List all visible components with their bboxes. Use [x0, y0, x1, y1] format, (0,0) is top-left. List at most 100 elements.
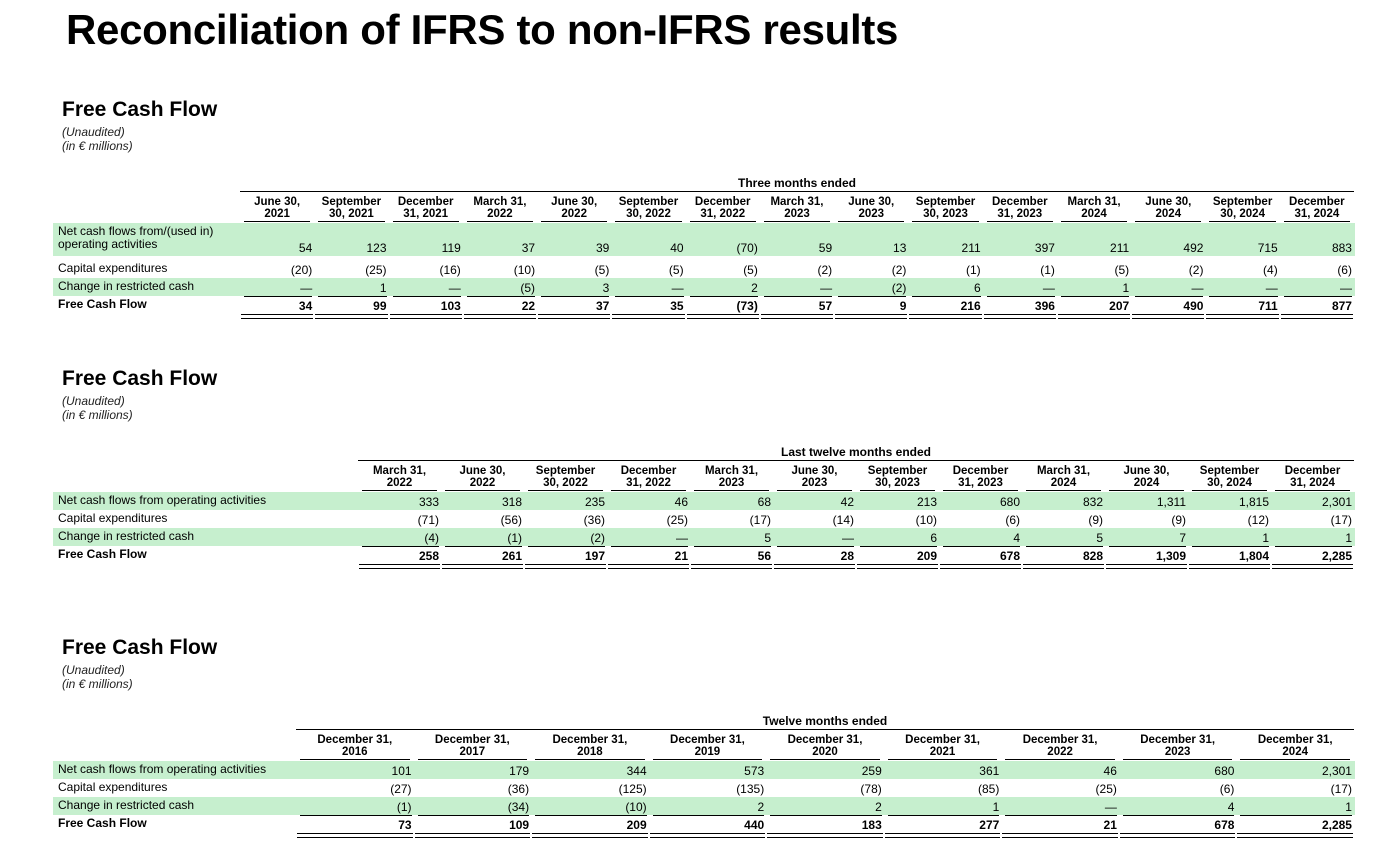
double-underline — [857, 564, 938, 569]
value-cell: 54 — [298, 241, 313, 255]
value-cell: 211 — [1110, 241, 1130, 255]
double-underline — [442, 564, 523, 569]
subtotal-rule — [763, 296, 833, 297]
subtotal-rule — [943, 546, 1020, 547]
value-cell: 2 — [875, 800, 882, 814]
value-cell: 1 — [992, 800, 1000, 814]
column-header: March 31, 2024 — [1026, 465, 1101, 491]
subtotal-rule — [611, 546, 688, 547]
column-header: June 30, 2022 — [445, 465, 520, 491]
subtotal-rule — [541, 296, 610, 297]
column-header: December 31, 2020 — [770, 734, 880, 760]
column-header: June 30, 2022 — [541, 196, 608, 222]
value-cell: 99 — [373, 299, 387, 313]
subtotal-rule — [1122, 815, 1235, 816]
value-cell: 678 — [1214, 818, 1235, 832]
subtotal-rule — [694, 546, 771, 547]
total-row: Free Cash Flow 34 99 103 22 37 35 (73) 57 9 216 396… — [53, 296, 1355, 314]
double-underline — [538, 314, 611, 319]
row-label: Net cash flows from/(used in) operating a… — [58, 224, 214, 251]
value-cell: 6 — [930, 531, 937, 545]
value-cell: 1,815 — [1238, 495, 1269, 509]
value-cell: 56 — [757, 549, 771, 563]
column-header: June 30, 2023 — [838, 196, 905, 222]
double-underline — [525, 564, 606, 569]
value-cell: (10) — [513, 263, 536, 277]
table-row: Change in restricted cash (4) (1) (2) — 5 — 6 4 5… — [53, 528, 1355, 546]
column-header: June 30, 2024 — [1135, 196, 1202, 222]
total-row: Free Cash Flow 73 109 209 440 183 277 21 678 2,28… — [53, 815, 1355, 833]
value-cell: — — [820, 281, 833, 295]
value-cell: (36) — [583, 513, 605, 527]
column-header: September 30, 2023 — [912, 196, 979, 222]
value-cell: (16) — [439, 263, 461, 277]
value-cell: 209 — [916, 549, 937, 563]
subtotal-rule — [362, 546, 439, 547]
subtotal-rule — [445, 546, 522, 547]
column-header: December 31, 2021 — [392, 196, 459, 222]
period-header: Last twelve months ended — [780, 445, 932, 459]
double-underline — [1189, 564, 1270, 569]
double-underline — [649, 833, 766, 838]
value-cell: 333 — [418, 495, 439, 509]
value-cell: 40 — [670, 241, 684, 255]
column-header: September 30, 2022 — [528, 465, 603, 491]
value-cell: 213 — [916, 495, 937, 509]
column-header: March 31, 2023 — [763, 196, 831, 222]
subtotal-rule — [1005, 815, 1117, 816]
double-underline — [835, 314, 908, 319]
subtotal-rule — [1026, 546, 1103, 547]
value-cell: 680 — [1214, 764, 1235, 778]
double-underline — [884, 833, 1001, 838]
subtotal-rule — [777, 546, 854, 547]
value-cell: — — [842, 531, 854, 545]
column-header: March 31, 2023 — [694, 465, 769, 491]
value-cell: 2,301 — [1321, 764, 1352, 778]
value-cell: — — [448, 281, 461, 295]
value-cell: — — [300, 281, 313, 295]
double-underline — [686, 314, 759, 319]
column-header: September 30, 2022 — [615, 196, 682, 222]
value-cell: (5) — [520, 281, 536, 295]
value-cell: (6) — [1219, 782, 1235, 796]
value-cell: 6 — [973, 281, 981, 295]
value-cell: (5) — [743, 263, 758, 277]
double-underline — [774, 564, 855, 569]
value-cell: 207 — [1109, 299, 1130, 313]
value-cell: 1,311 — [1156, 495, 1186, 509]
value-cell: (1) — [965, 263, 981, 277]
table-row: Net cash flows from operating activities… — [53, 761, 1355, 779]
value-cell: 492 — [1183, 241, 1204, 255]
subtotal-rule — [1283, 296, 1352, 297]
table-row: Capital expenditures (27) (36) (125) (135) (7… — [53, 779, 1355, 797]
value-cell: 42 — [840, 495, 854, 509]
value-cell: (71) — [417, 513, 439, 527]
section-title: Free Cash Flow — [62, 98, 218, 121]
double-underline — [241, 314, 314, 319]
units-note: (in € millions) — [62, 408, 133, 422]
double-underline — [1272, 564, 1353, 569]
subtotal-rule — [1135, 296, 1204, 297]
column-header: December 31, 2019 — [652, 734, 763, 760]
double-underline — [1106, 564, 1187, 569]
value-cell: — — [1042, 281, 1055, 295]
value-cell: 34 — [298, 299, 313, 313]
column-header: December 31, 2022 — [611, 465, 686, 491]
value-cell: (73) — [736, 299, 758, 313]
subtotal-rule — [615, 296, 684, 297]
value-cell: (1) — [1040, 263, 1055, 277]
period-rule — [358, 460, 1354, 461]
value-cell: 1 — [1262, 531, 1269, 545]
value-cell: 2 — [751, 281, 758, 295]
table-row: Change in restricted cash — 1 — (5) 3 — 2 — (2) 6 —… — [53, 278, 1355, 296]
subtotal-rule — [318, 296, 387, 297]
value-cell: 46 — [1103, 764, 1117, 778]
subtotal-rule — [689, 296, 758, 297]
value-cell: 490 — [1183, 299, 1204, 313]
column-header: September 30, 2024 — [1192, 465, 1267, 491]
value-cell: (17) — [1330, 513, 1352, 527]
value-cell: (6) — [1005, 513, 1020, 527]
value-cell: (2) — [1188, 263, 1204, 277]
free-cash-flow-section-3: Free Cash Flow (Unaudited) (in € millions)… — [0, 636, 1400, 851]
subtotal-rule — [528, 546, 605, 547]
